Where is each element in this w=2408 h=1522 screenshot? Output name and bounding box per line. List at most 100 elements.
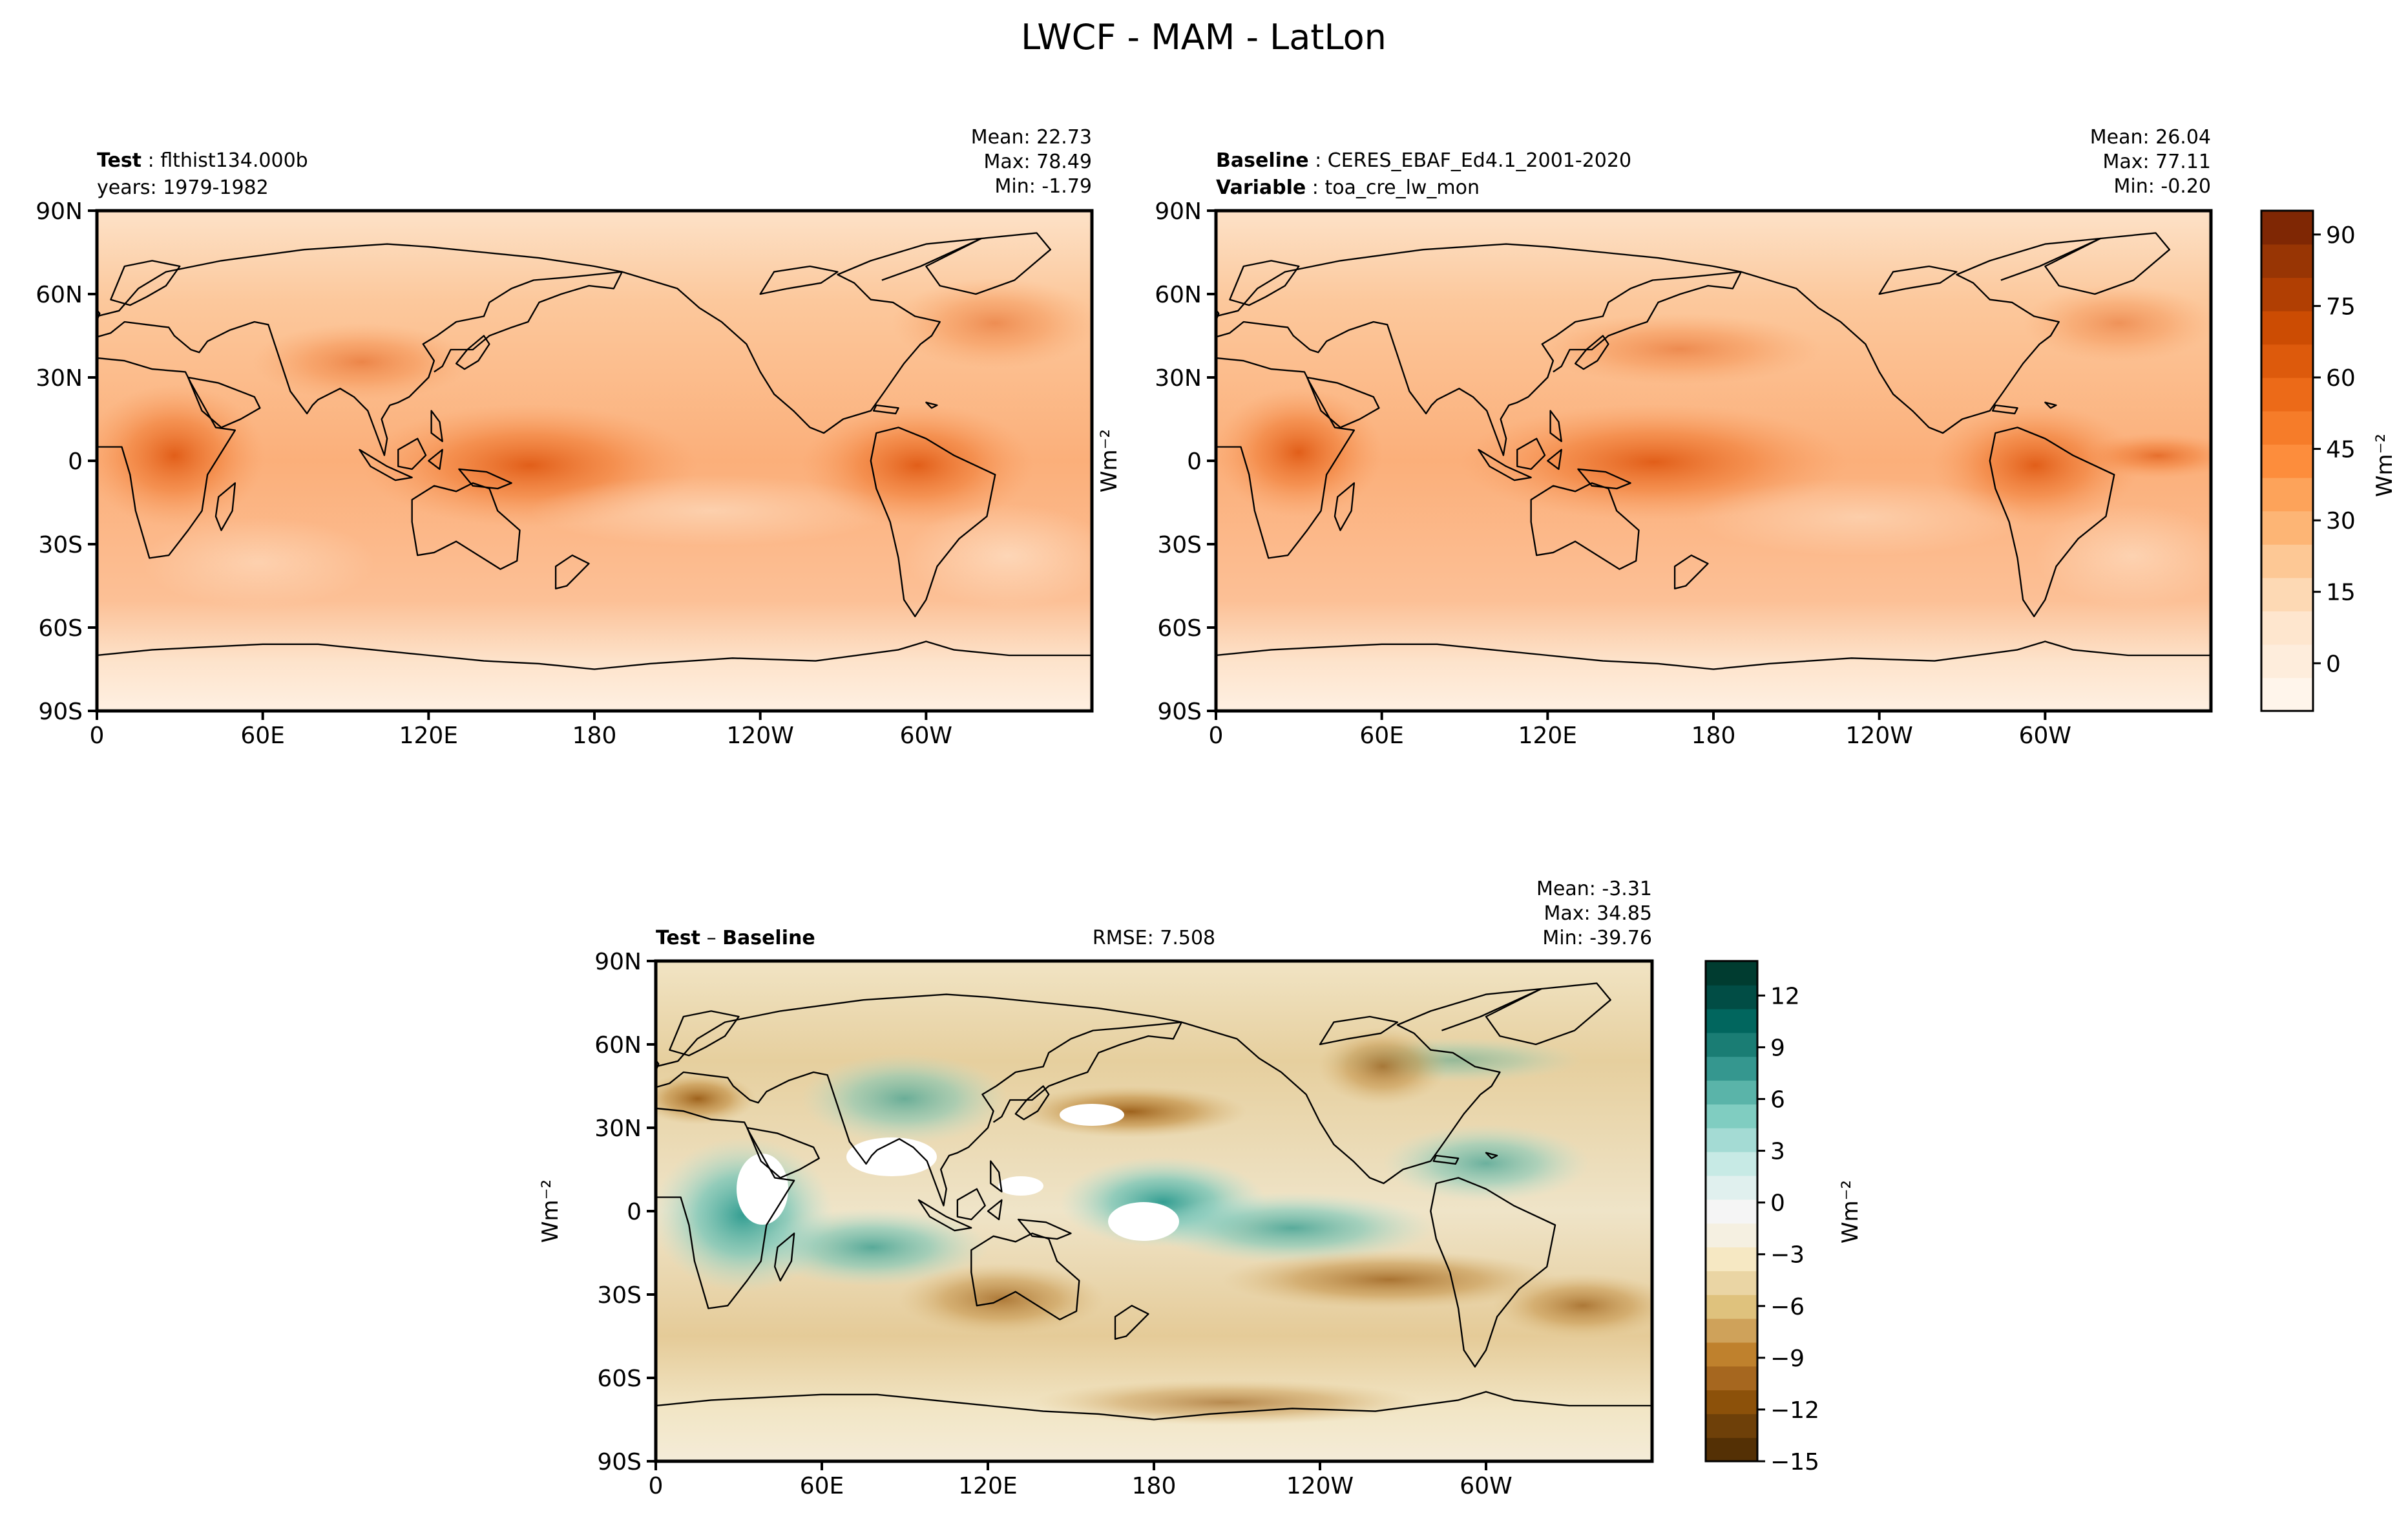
baseline-stat-max: Max: 77.11 — [2102, 151, 2211, 173]
baseline-field — [1216, 211, 2211, 711]
difference-label: Test – Baseline — [656, 927, 815, 949]
x-tick-label: 180 — [1691, 723, 1736, 749]
difference-label-baseline: Baseline — [722, 927, 815, 949]
colorbar-segment — [2261, 644, 2313, 679]
panel-test: Test : flthist134.000b years: 1979-1982 … — [36, 126, 1122, 749]
colorbar-segment — [1706, 1128, 1757, 1152]
y-tick-label: 30S — [1157, 532, 1202, 558]
panel-difference: Test – Baseline RMSE: 7.508 Mean: -3.31 … — [538, 878, 1654, 1499]
colorbar-tick-label: 30 — [2326, 508, 2356, 534]
x-tick-label: 60E — [800, 1473, 844, 1499]
colorbar-tick-label: 3 — [1770, 1139, 1785, 1165]
x-tick-label: 60W — [900, 723, 952, 749]
colorbar-segment — [1706, 1199, 1757, 1224]
colorbar-tick-label: 75 — [2326, 293, 2356, 320]
colorbar-segment — [2261, 444, 2313, 478]
baseline-label-value: CERES_EBAF_Ed4.1_2001-2020 — [1328, 149, 1631, 172]
colorbar-segment — [1706, 984, 1757, 1009]
baseline-variable: Variable : toa_cre_lw_mon — [1216, 176, 1480, 199]
colorbar-segment — [1706, 1104, 1757, 1128]
baseline-ticks: 0 60E 120E 180 120W 60W 90N 60N 30N 0 30S 60S 90S — [1155, 198, 2071, 749]
x-tick-label: 120E — [1518, 723, 1577, 749]
x-tick-label: 0 — [90, 723, 105, 749]
colorbar-difference: 12 9 6 3 0 −3 −6 −9 −12 −15 — [1704, 960, 1819, 1475]
colorbar-tick-label: 0 — [2326, 651, 2341, 677]
colorbar-segment — [1706, 1175, 1757, 1200]
y-tick-label: 90S — [597, 1449, 642, 1475]
test-ylabel: Wm⁻² — [1096, 429, 1122, 492]
test-stat-min: Min: -1.79 — [995, 175, 1093, 198]
x-tick-label: 120W — [727, 723, 794, 749]
x-tick-label: 0 — [1209, 723, 1224, 749]
x-tick-label: 0 — [649, 1473, 664, 1499]
colorbar-tick-label: 9 — [1770, 1035, 1785, 1061]
x-tick-label: 60W — [1460, 1473, 1512, 1499]
test-label: Test : flthist134.000b — [97, 149, 308, 172]
colorbar-segment — [2261, 344, 2313, 378]
colorbar-segment — [1706, 1437, 1757, 1462]
difference-field — [656, 961, 1652, 1461]
colorbar-segment — [1706, 1390, 1757, 1415]
test-field — [97, 211, 1092, 711]
colorbar-difference-label: Wm⁻² — [1837, 1180, 1863, 1243]
colorbar-segment — [2261, 477, 2313, 512]
colorbar-tick-label: −15 — [1770, 1449, 1819, 1475]
y-tick-label: 60S — [38, 615, 83, 642]
y-tick-label: 30N — [594, 1115, 642, 1142]
colorbar-segment — [1706, 1247, 1757, 1271]
colorbar-segment — [1706, 1080, 1757, 1105]
colorbar-segment — [1706, 1318, 1757, 1343]
x-tick-label: 120W — [1846, 723, 1913, 749]
colorbar-tick-label: −12 — [1770, 1397, 1819, 1424]
difference-ticks: 0 60E 120E 180 120W 60W 90N 60N 30N 0 30S 60S 90S — [594, 949, 1512, 1499]
difference-rmse: RMSE: 7.508 — [1093, 927, 1215, 949]
baseline-variable-value: toa_cre_lw_mon — [1324, 176, 1480, 199]
y-tick-label: 90N — [594, 949, 642, 975]
y-tick-label: 90N — [36, 198, 83, 225]
test-ticks: 0 60E 120E 180 120W 60W 90N 60N 30N 0 30S 60S 90S — [36, 198, 952, 749]
colorbar-segment — [1706, 1151, 1757, 1176]
colorbar-tick-label: 45 — [2326, 437, 2356, 463]
colorbar-segment — [1706, 1271, 1757, 1295]
x-tick-label: 180 — [1132, 1473, 1177, 1499]
colorbar-segment — [2261, 577, 2313, 611]
x-tick-label: 120E — [399, 723, 458, 749]
y-tick-label: 30S — [597, 1282, 642, 1309]
figure-title: LWCF - MAM - LatLon — [1021, 17, 1387, 58]
colorbar-frame — [2260, 209, 2314, 712]
colorbar-segment — [1706, 1413, 1757, 1438]
colorbar-segment — [2261, 277, 2313, 312]
colorbar-segment — [1706, 1056, 1757, 1081]
colorbar-tick-label: 15 — [2326, 580, 2356, 606]
x-tick-label: 60W — [2019, 723, 2071, 749]
y-tick-label: 60N — [1155, 282, 1202, 308]
baseline-label-bold: Baseline — [1216, 149, 1309, 172]
x-tick-label: 180 — [572, 723, 617, 749]
colorbar-segment — [2261, 511, 2313, 545]
baseline-stat-mean: Mean: 26.04 — [2090, 126, 2211, 149]
colorbar-top: 90 75 60 45 30 15 0 — [2260, 209, 2356, 712]
y-tick-label: 30N — [1155, 365, 1202, 392]
colorbar-segment — [2261, 677, 2313, 712]
difference-label-test: Test — [656, 927, 700, 949]
colorbar-segment — [1706, 1223, 1757, 1248]
colorbar-segment — [2261, 310, 2313, 345]
difference-stat-mean: Mean: -3.31 — [1536, 878, 1652, 900]
colorbar-tick-label: −3 — [1770, 1242, 1805, 1269]
colorbar-tick-label: 6 — [1770, 1087, 1785, 1114]
y-tick-label: 60S — [597, 1366, 642, 1392]
y-tick-label: 0 — [68, 449, 83, 475]
colorbar-tick-label: −9 — [1770, 1346, 1805, 1372]
y-tick-label: 0 — [1187, 449, 1202, 475]
colorbar-segment — [2261, 544, 2313, 578]
y-tick-label: 0 — [627, 1199, 642, 1225]
test-stat-mean: Mean: 22.73 — [971, 126, 1092, 149]
difference-stat-max: Max: 34.85 — [1544, 902, 1652, 925]
panel-baseline: Baseline : CERES_EBAF_Ed4.1_2001-2020 Va… — [1155, 126, 2213, 749]
colorbar-segment — [2261, 211, 2313, 245]
colorbar-segment — [1706, 1008, 1757, 1033]
colorbar-top-label: Wm⁻² — [2372, 434, 2398, 497]
colorbar-tick-label: 0 — [1770, 1190, 1785, 1217]
x-tick-label: 60E — [240, 723, 285, 749]
